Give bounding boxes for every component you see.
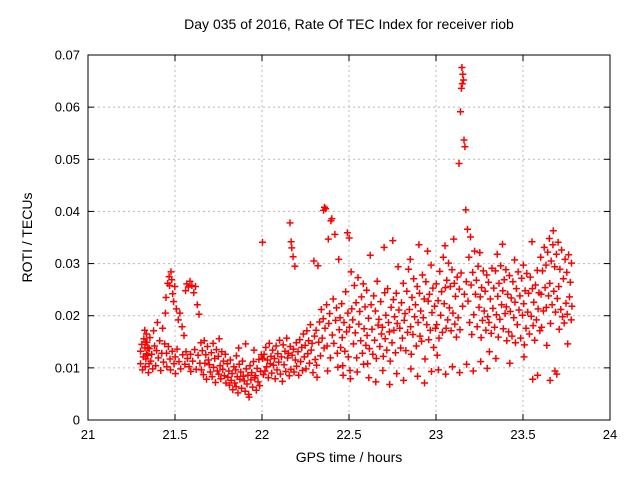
- svg-text:22.5: 22.5: [336, 427, 361, 442]
- svg-text:21.5: 21.5: [162, 427, 187, 442]
- svg-text:21: 21: [81, 427, 95, 442]
- svg-text:0.01: 0.01: [55, 360, 80, 375]
- x-tick-labels: 21 21.5 22 22.5 23 23.5 24: [81, 427, 617, 442]
- svg-text:0.03: 0.03: [55, 256, 80, 271]
- svg-text:24: 24: [603, 427, 617, 442]
- svg-text:0.06: 0.06: [55, 100, 80, 115]
- svg-text:0.05: 0.05: [55, 152, 80, 167]
- svg-text:0: 0: [73, 413, 80, 428]
- chart-title: Day 035 of 2016, Rate Of TEC Index for r…: [184, 16, 514, 32]
- svg-text:23: 23: [429, 427, 443, 442]
- x-axis-label: GPS time / hours: [295, 449, 403, 465]
- data-points: [137, 64, 576, 401]
- grid-lines: [88, 55, 610, 420]
- svg-text:0.04: 0.04: [55, 204, 80, 219]
- svg-text:22: 22: [255, 427, 269, 442]
- y-tick-labels: 0 0.01 0.02 0.03 0.04 0.05 0.06 0.07: [55, 48, 80, 428]
- axis-ticks: [87, 54, 611, 421]
- svg-text:0.07: 0.07: [55, 48, 80, 63]
- svg-text:23.5: 23.5: [510, 427, 535, 442]
- svg-text:0.02: 0.02: [55, 308, 80, 323]
